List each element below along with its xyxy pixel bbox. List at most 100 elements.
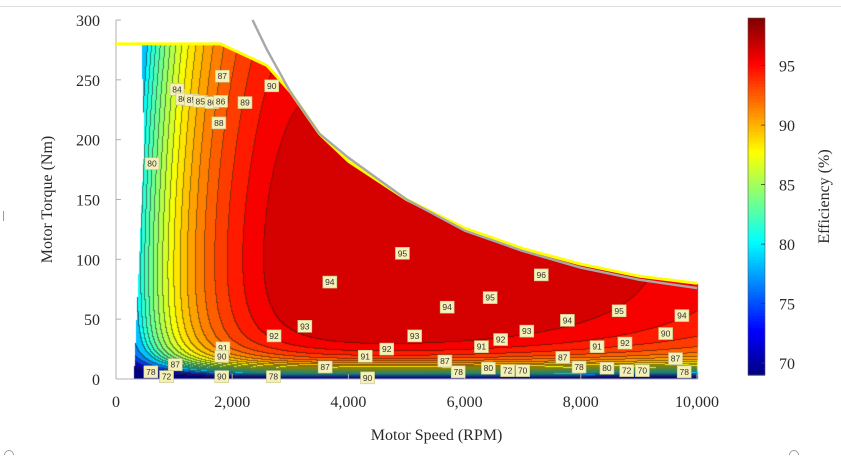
- colorbar-segment: [748, 122, 765, 126]
- colorbar-segment: [748, 119, 765, 123]
- x-tick-label: 6,000: [447, 394, 483, 411]
- colorbar-segment: [748, 205, 765, 209]
- contour-label: 87: [167, 358, 183, 371]
- colorbar-segment: [748, 261, 765, 266]
- colorbar-segment: [748, 74, 765, 79]
- colorbar-segment: [748, 157, 765, 162]
- svg-text:92: 92: [620, 338, 630, 348]
- colorbar-segment: [748, 160, 765, 165]
- x-axis-title: Motor Speed (RPM): [371, 427, 503, 444]
- contour-label: 90: [658, 327, 673, 340]
- svg-text:95: 95: [485, 293, 495, 303]
- svg-text:94: 94: [442, 302, 452, 312]
- colorbar-segment: [748, 172, 765, 177]
- colorbar-segment: [748, 56, 765, 61]
- svg-text:85: 85: [187, 95, 197, 105]
- x-tick-label: 0: [112, 394, 120, 411]
- svg-text:78: 78: [453, 367, 463, 377]
- svg-text:72: 72: [622, 366, 632, 376]
- colorbar-segment: [748, 142, 765, 147]
- colorbar-segment: [748, 327, 765, 331]
- colorbar-segment: [748, 253, 765, 257]
- colorbar-segment: [748, 360, 765, 364]
- svg-text:91: 91: [592, 342, 602, 352]
- contour-label: 86: [213, 95, 228, 108]
- colorbar-segment: [748, 339, 765, 343]
- colorbar-segment: [748, 47, 765, 52]
- colorbar-segment: [748, 279, 765, 284]
- colorbar-segment: [748, 276, 765, 281]
- svg-text:92: 92: [269, 331, 279, 341]
- colorbar-segment: [748, 250, 765, 254]
- contour-label: 85: [192, 95, 208, 108]
- colorbar-segment: [748, 247, 765, 251]
- contour-label: 72: [500, 364, 515, 377]
- colorbar-segment: [748, 366, 765, 370]
- colorbar-segment: [748, 199, 765, 204]
- colorbar-segment: [748, 297, 765, 302]
- y-tick-label: 100: [76, 252, 100, 269]
- colorbar-segment: [748, 217, 765, 221]
- colorbar-segment: [748, 345, 765, 349]
- colorbar-segment: [748, 256, 765, 260]
- contour-label: 93: [407, 329, 422, 343]
- contour-label: 95: [395, 247, 410, 260]
- svg-text:78: 78: [574, 362, 584, 372]
- svg-text:95: 95: [614, 306, 624, 316]
- contour-label: 91: [589, 340, 605, 353]
- colorbar-segment: [748, 267, 765, 272]
- colorbar-segment: [748, 113, 765, 117]
- contour-label: 94: [674, 309, 690, 322]
- colorbar-segment: [748, 187, 765, 192]
- svg-text:92: 92: [496, 335, 506, 345]
- colorbar-segment: [748, 214, 765, 218]
- svg-text:72: 72: [162, 372, 172, 382]
- contour-label: 78: [676, 365, 692, 379]
- contour-label: 95: [482, 291, 498, 304]
- contour-label: 91: [474, 340, 489, 353]
- contour-label: 90: [264, 79, 280, 93]
- svg-text:94: 94: [563, 315, 573, 325]
- contour-label: 92: [379, 342, 395, 356]
- x-tick-label: 10,000: [675, 394, 719, 411]
- max-torque-envelope-line: [116, 42, 698, 285]
- y-ticks: 0 50 100 150 200 250 300: [76, 13, 121, 389]
- svg-text:87: 87: [171, 360, 181, 370]
- colorbar-segment: [748, 244, 765, 248]
- contour-label: 89: [237, 96, 253, 109]
- constant-power-curve: [251, 19, 698, 290]
- svg-text:90: 90: [217, 372, 227, 382]
- colorbar-segment: [748, 166, 765, 171]
- svg-text:86: 86: [207, 98, 217, 108]
- colorbar-frame: [747, 17, 766, 376]
- contour-label: 91: [357, 349, 373, 363]
- colorbar-segment: [748, 107, 765, 111]
- colorbar-segment: [748, 169, 765, 174]
- svg-text:86: 86: [178, 94, 188, 104]
- svg-text:90: 90: [267, 81, 277, 91]
- colorbar-segment: [748, 312, 765, 317]
- svg-text:89: 89: [240, 98, 250, 108]
- contour-label: 88: [211, 116, 227, 130]
- colorbar-segment: [748, 154, 765, 159]
- svg-text:78: 78: [679, 367, 689, 377]
- svg-text:90: 90: [661, 329, 671, 339]
- colorbar-segment: [748, 32, 765, 37]
- svg-text:90: 90: [217, 351, 227, 361]
- svg-text:80: 80: [147, 159, 157, 169]
- contour-label: 87: [317, 360, 333, 374]
- colorbar-segment: [748, 232, 765, 236]
- colorbar-segment: [748, 348, 765, 352]
- contour-label: 94: [322, 275, 338, 289]
- colorbar-segment: [748, 303, 765, 308]
- colorbar-segment: [748, 291, 765, 296]
- colorbar-segment: [748, 294, 765, 299]
- colorbar-segment: [748, 318, 765, 323]
- svg-text:87: 87: [320, 362, 330, 372]
- contour-label: 78: [450, 365, 466, 379]
- contour-label: 93: [519, 324, 535, 338]
- colorbar-segment: [748, 125, 765, 129]
- colorbar-segment: [748, 29, 765, 34]
- colorbar-tick-label: 75: [779, 297, 795, 314]
